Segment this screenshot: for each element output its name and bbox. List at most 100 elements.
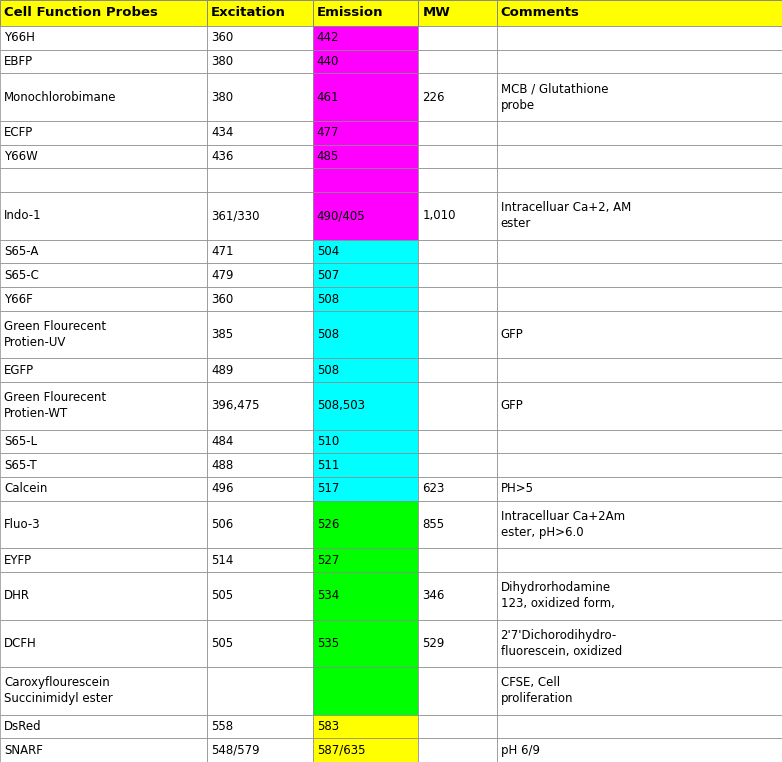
Text: GFP: GFP xyxy=(500,328,523,341)
Text: 505: 505 xyxy=(211,637,233,650)
Text: 855: 855 xyxy=(422,518,444,531)
Text: Fluo-3: Fluo-3 xyxy=(4,518,41,531)
Bar xyxy=(207,549,313,572)
Text: 587/635: 587/635 xyxy=(317,744,365,757)
Text: pH 6/9: pH 6/9 xyxy=(500,744,540,757)
Bar xyxy=(497,145,782,168)
Text: 436: 436 xyxy=(211,150,234,163)
Text: 517: 517 xyxy=(317,482,339,495)
Bar xyxy=(313,430,418,453)
Bar xyxy=(0,549,207,572)
Bar xyxy=(497,168,782,192)
Bar xyxy=(207,311,313,358)
Bar xyxy=(313,121,418,145)
Bar xyxy=(418,264,497,287)
Text: Cell Function Probes: Cell Function Probes xyxy=(4,7,158,20)
Bar xyxy=(313,549,418,572)
Text: 477: 477 xyxy=(317,126,339,139)
Text: 226: 226 xyxy=(422,91,445,104)
Bar xyxy=(207,620,313,667)
Bar xyxy=(313,311,418,358)
Bar xyxy=(313,620,418,667)
Text: Intracelluar Ca+2, AM
ester: Intracelluar Ca+2, AM ester xyxy=(500,201,631,230)
Bar xyxy=(497,549,782,572)
Bar xyxy=(313,192,418,240)
Text: 558: 558 xyxy=(211,720,233,733)
Bar xyxy=(497,121,782,145)
Bar xyxy=(207,192,313,240)
Bar xyxy=(313,667,418,715)
Bar xyxy=(0,0,207,26)
Text: Intracelluar Ca+2Am
ester, pH>6.0: Intracelluar Ca+2Am ester, pH>6.0 xyxy=(500,510,625,539)
Text: 510: 510 xyxy=(317,435,339,448)
Bar xyxy=(418,501,497,549)
Text: EYFP: EYFP xyxy=(4,554,32,567)
Bar xyxy=(207,121,313,145)
Bar xyxy=(497,50,782,73)
Bar xyxy=(313,145,418,168)
Bar xyxy=(0,738,207,762)
Bar xyxy=(0,572,207,620)
Bar xyxy=(0,620,207,667)
Bar xyxy=(313,382,418,430)
Bar xyxy=(0,264,207,287)
Text: 508,503: 508,503 xyxy=(317,399,364,412)
Text: 380: 380 xyxy=(211,55,233,68)
Bar xyxy=(0,240,207,264)
Bar xyxy=(497,453,782,477)
Bar xyxy=(497,667,782,715)
Text: 1,010: 1,010 xyxy=(422,210,456,223)
Bar xyxy=(0,715,207,738)
Bar xyxy=(497,501,782,549)
Text: 623: 623 xyxy=(422,482,445,495)
Text: 504: 504 xyxy=(317,245,339,258)
Text: 508: 508 xyxy=(317,293,339,306)
Bar xyxy=(0,73,207,121)
Text: 485: 485 xyxy=(317,150,339,163)
Bar xyxy=(207,287,313,311)
Text: ECFP: ECFP xyxy=(4,126,34,139)
Bar xyxy=(497,0,782,26)
Bar xyxy=(313,453,418,477)
Bar xyxy=(313,73,418,121)
Bar xyxy=(207,382,313,430)
Text: S65-C: S65-C xyxy=(4,269,39,282)
Bar xyxy=(207,240,313,264)
Bar xyxy=(207,264,313,287)
Text: 535: 535 xyxy=(317,637,339,650)
Bar xyxy=(418,715,497,738)
Text: Y66H: Y66H xyxy=(4,31,35,44)
Text: Y66F: Y66F xyxy=(4,293,33,306)
Bar xyxy=(0,382,207,430)
Bar xyxy=(497,26,782,50)
Bar xyxy=(0,121,207,145)
Bar xyxy=(418,667,497,715)
Text: Caroxyflourescein
Succinimidyl ester: Caroxyflourescein Succinimidyl ester xyxy=(4,676,113,706)
Bar xyxy=(313,477,418,501)
Bar xyxy=(207,168,313,192)
Text: 514: 514 xyxy=(211,554,234,567)
Text: DCFH: DCFH xyxy=(4,637,37,650)
Bar xyxy=(313,501,418,549)
Bar xyxy=(313,264,418,287)
Bar xyxy=(418,26,497,50)
Bar xyxy=(313,738,418,762)
Bar xyxy=(418,453,497,477)
Bar xyxy=(418,572,497,620)
Bar xyxy=(418,287,497,311)
Bar xyxy=(207,501,313,549)
Text: Calcein: Calcein xyxy=(4,482,48,495)
Bar xyxy=(0,287,207,311)
Bar xyxy=(418,430,497,453)
Bar xyxy=(207,26,313,50)
Bar xyxy=(207,73,313,121)
Bar xyxy=(418,240,497,264)
Text: 527: 527 xyxy=(317,554,339,567)
Text: 511: 511 xyxy=(317,459,339,472)
Text: 484: 484 xyxy=(211,435,234,448)
Text: 506: 506 xyxy=(211,518,234,531)
Bar xyxy=(207,572,313,620)
Bar xyxy=(313,358,418,382)
Bar xyxy=(418,738,497,762)
Bar xyxy=(418,549,497,572)
